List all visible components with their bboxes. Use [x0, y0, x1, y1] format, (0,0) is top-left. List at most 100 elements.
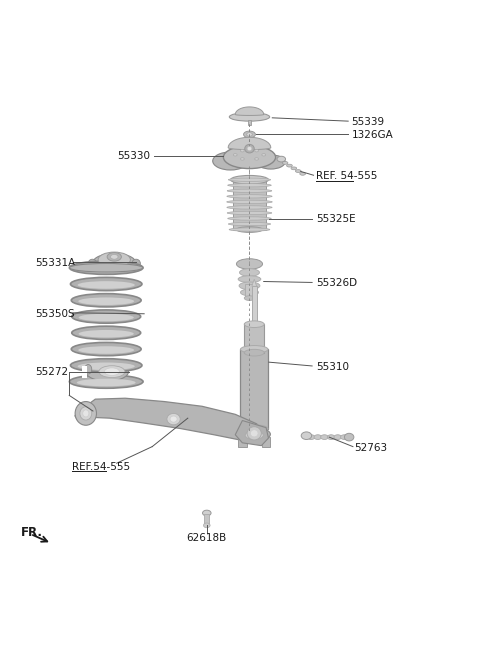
Bar	[252, 286, 257, 324]
Ellipse shape	[251, 430, 258, 437]
Ellipse shape	[203, 510, 211, 516]
Ellipse shape	[255, 157, 259, 160]
Ellipse shape	[240, 157, 244, 160]
Text: 55326D: 55326D	[316, 278, 357, 288]
Ellipse shape	[72, 326, 141, 339]
Ellipse shape	[98, 252, 131, 267]
Ellipse shape	[341, 435, 348, 440]
Text: REF. 54-555: REF. 54-555	[316, 171, 377, 181]
Ellipse shape	[244, 321, 264, 327]
Ellipse shape	[227, 211, 272, 215]
Ellipse shape	[78, 281, 135, 289]
Bar	[233, 180, 265, 230]
Ellipse shape	[204, 523, 210, 527]
Ellipse shape	[71, 359, 142, 372]
Ellipse shape	[314, 435, 322, 440]
Ellipse shape	[72, 342, 141, 356]
Ellipse shape	[230, 175, 268, 184]
Ellipse shape	[132, 259, 140, 268]
Ellipse shape	[77, 265, 136, 272]
Text: REF.54-555: REF.54-555	[72, 462, 130, 472]
Text: FR.: FR.	[21, 527, 43, 539]
Text: 52763: 52763	[354, 443, 387, 453]
Ellipse shape	[238, 276, 261, 283]
Ellipse shape	[240, 346, 268, 353]
Ellipse shape	[240, 289, 259, 296]
Bar	[238, 437, 247, 447]
Ellipse shape	[245, 144, 254, 153]
Bar	[244, 324, 264, 353]
Text: 55272: 55272	[35, 367, 68, 377]
Bar	[82, 365, 87, 378]
Ellipse shape	[223, 146, 276, 169]
Ellipse shape	[84, 365, 92, 374]
Ellipse shape	[93, 253, 136, 272]
Ellipse shape	[228, 217, 271, 220]
Ellipse shape	[72, 294, 141, 307]
Ellipse shape	[334, 435, 342, 440]
Ellipse shape	[79, 330, 134, 338]
Ellipse shape	[228, 178, 271, 182]
Ellipse shape	[227, 206, 272, 209]
Bar	[262, 437, 270, 447]
Ellipse shape	[77, 379, 136, 386]
Ellipse shape	[227, 189, 272, 192]
Ellipse shape	[70, 264, 143, 272]
Ellipse shape	[327, 435, 335, 440]
Ellipse shape	[227, 200, 272, 203]
Bar	[248, 119, 252, 125]
Ellipse shape	[247, 426, 261, 440]
Text: 62618B: 62618B	[187, 533, 227, 543]
Ellipse shape	[104, 368, 120, 375]
Bar	[245, 284, 254, 297]
Ellipse shape	[229, 228, 270, 231]
Ellipse shape	[247, 133, 252, 136]
Ellipse shape	[70, 377, 143, 386]
Text: 1326GA: 1326GA	[351, 130, 393, 140]
Ellipse shape	[257, 155, 285, 169]
Ellipse shape	[70, 261, 143, 274]
Ellipse shape	[237, 258, 263, 269]
Ellipse shape	[78, 346, 134, 354]
Ellipse shape	[238, 428, 270, 441]
Ellipse shape	[244, 296, 255, 300]
Ellipse shape	[229, 113, 270, 121]
Ellipse shape	[72, 310, 141, 323]
Ellipse shape	[170, 416, 177, 422]
Text: 55350S: 55350S	[35, 309, 75, 319]
Ellipse shape	[88, 259, 96, 268]
Ellipse shape	[78, 363, 135, 370]
Ellipse shape	[277, 156, 286, 162]
Polygon shape	[75, 398, 264, 443]
Ellipse shape	[255, 150, 259, 152]
Polygon shape	[252, 279, 257, 286]
Polygon shape	[235, 420, 268, 445]
Ellipse shape	[240, 269, 260, 276]
Ellipse shape	[71, 277, 142, 291]
Ellipse shape	[79, 314, 134, 321]
Ellipse shape	[228, 184, 271, 187]
Ellipse shape	[282, 161, 288, 164]
Ellipse shape	[287, 164, 292, 167]
Ellipse shape	[78, 297, 134, 305]
Ellipse shape	[300, 173, 305, 175]
Ellipse shape	[233, 154, 237, 156]
Text: 55330: 55330	[117, 152, 150, 161]
Text: 55310: 55310	[316, 362, 349, 372]
Ellipse shape	[239, 282, 260, 289]
Ellipse shape	[240, 425, 268, 432]
Bar	[204, 514, 209, 525]
Ellipse shape	[247, 146, 252, 151]
Ellipse shape	[291, 167, 297, 170]
Polygon shape	[228, 137, 271, 150]
Ellipse shape	[213, 152, 248, 170]
Text: 55325E: 55325E	[316, 214, 356, 224]
Ellipse shape	[83, 410, 89, 417]
Ellipse shape	[243, 131, 255, 138]
Polygon shape	[235, 107, 264, 115]
Text: 55331A: 55331A	[35, 258, 75, 268]
Ellipse shape	[295, 170, 301, 173]
Ellipse shape	[75, 401, 96, 425]
Ellipse shape	[227, 195, 272, 198]
Ellipse shape	[240, 150, 244, 152]
